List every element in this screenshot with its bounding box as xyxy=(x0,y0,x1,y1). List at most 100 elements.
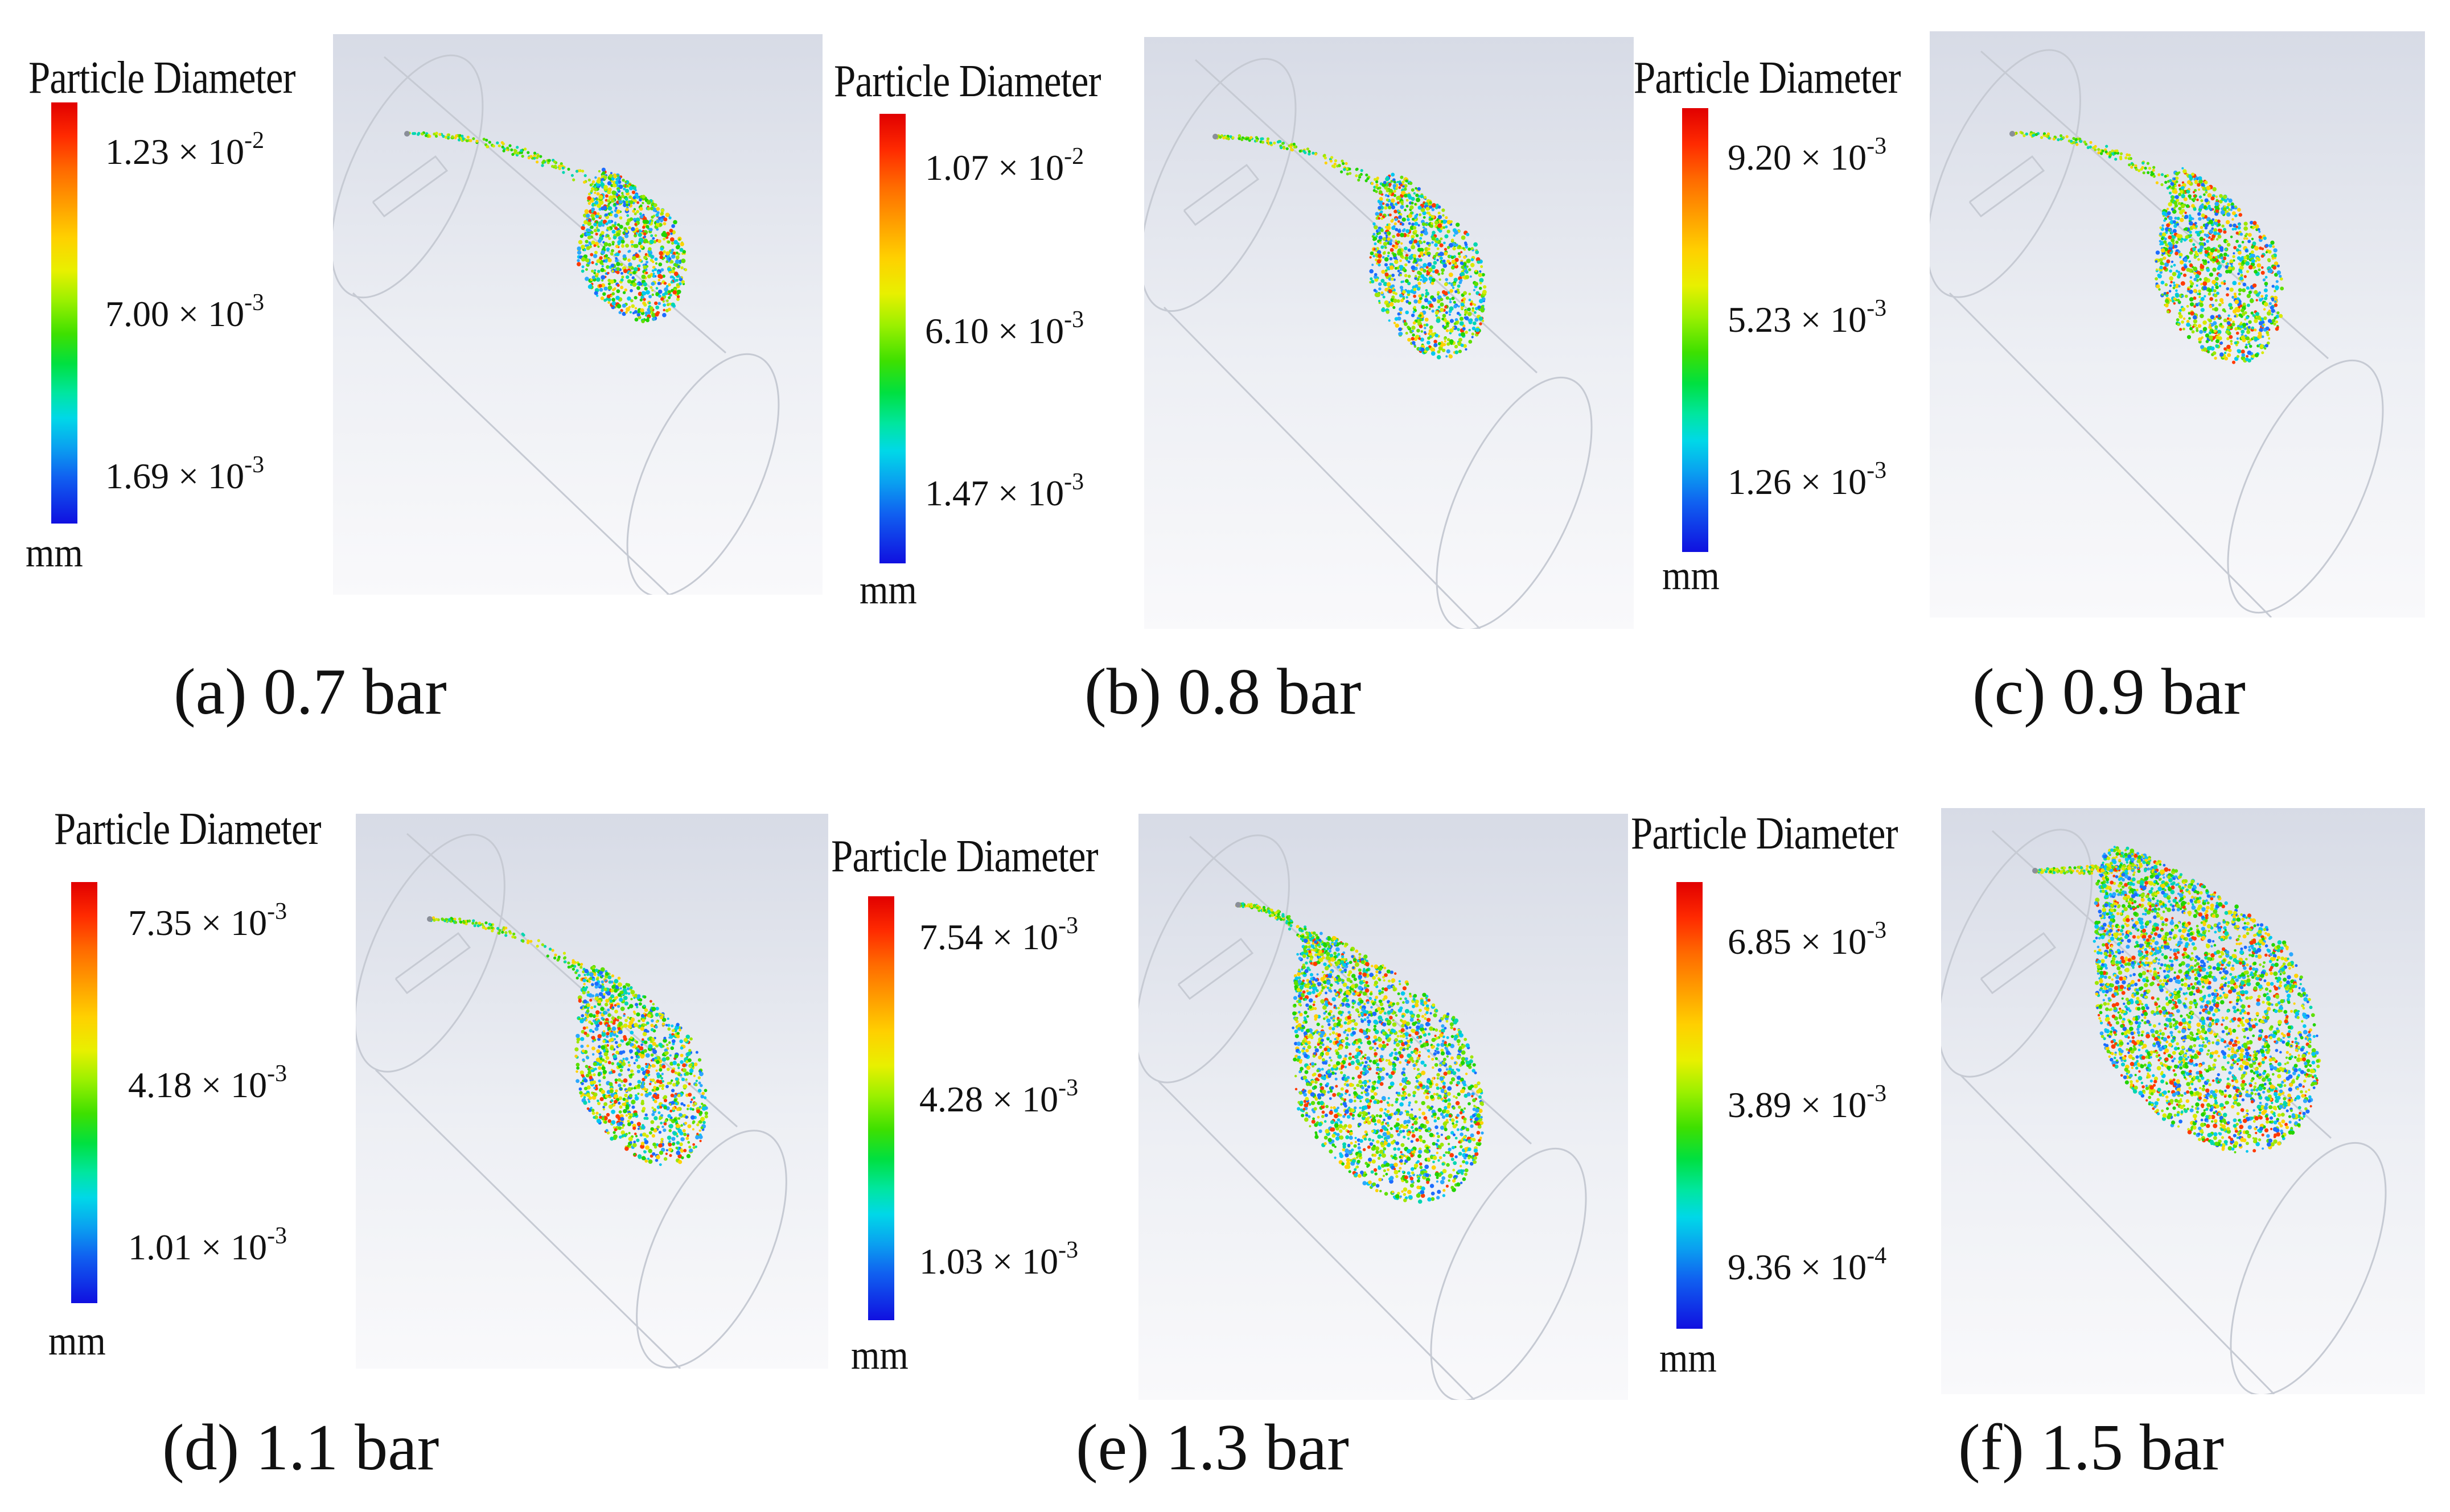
droplet-particle xyxy=(1415,319,1417,322)
droplet-particle xyxy=(658,294,661,298)
droplet-particle xyxy=(2227,266,2232,270)
droplet-particle xyxy=(595,1010,600,1015)
droplet-particle xyxy=(671,1024,674,1028)
droplet-particle xyxy=(634,234,638,238)
droplet-particle xyxy=(2243,256,2247,259)
jet-particle xyxy=(2134,164,2137,167)
jet-particle xyxy=(572,178,575,182)
droplet-particle xyxy=(2210,248,2215,253)
droplet-particle xyxy=(2223,195,2227,199)
droplet-particle xyxy=(2264,296,2268,300)
droplet-particle xyxy=(634,1023,638,1027)
nozzle xyxy=(2009,131,2015,137)
droplet-particle xyxy=(628,249,631,253)
droplet-particle xyxy=(1461,299,1464,302)
droplet-particle xyxy=(2193,197,2197,201)
jet-particle xyxy=(1293,145,1297,149)
droplet-particle xyxy=(2223,347,2227,351)
jet-particle xyxy=(1360,169,1363,172)
droplet-particle xyxy=(1442,219,1447,224)
droplet-particle xyxy=(677,1154,682,1159)
droplet-particle xyxy=(630,1120,634,1124)
droplet-particle xyxy=(2206,268,2210,273)
droplet-particle xyxy=(638,1002,642,1006)
droplet-particle xyxy=(2164,237,2167,241)
droplet-particle xyxy=(1427,262,1432,267)
droplet-particle xyxy=(665,1024,668,1027)
jet-particle xyxy=(438,133,442,136)
panel-caption: (b) 0.8 bar xyxy=(1084,656,1362,728)
droplet-particle xyxy=(1448,243,1453,248)
droplet-particle xyxy=(606,294,611,299)
droplet-particle xyxy=(2178,207,2182,211)
droplet-particle xyxy=(598,284,602,288)
droplet-particle xyxy=(2236,337,2239,340)
droplet-particle xyxy=(642,1124,644,1127)
droplet-particle xyxy=(636,210,639,213)
droplet-particle xyxy=(2206,186,2211,191)
droplet-particle xyxy=(2170,281,2173,284)
droplet-particle xyxy=(630,1031,634,1035)
droplet-particle xyxy=(2194,221,2197,225)
droplet-particle xyxy=(2254,290,2258,294)
droplet-particle xyxy=(585,1013,587,1016)
droplet-particle xyxy=(1468,268,1471,271)
droplet-particle xyxy=(639,198,642,202)
tick-min: 1.01 × 10-3 xyxy=(128,1223,287,1267)
droplet-particle xyxy=(2242,312,2246,316)
droplet-particle xyxy=(634,310,638,314)
droplet-particle xyxy=(2266,311,2271,316)
droplet-particle xyxy=(675,278,679,282)
droplet-particle xyxy=(1391,295,1395,299)
droplet-particle xyxy=(1464,243,1468,246)
droplet-particle xyxy=(2248,265,2253,270)
droplet-particle xyxy=(661,1065,666,1069)
droplet-particle xyxy=(588,241,591,245)
droplet-particle xyxy=(634,1051,639,1056)
chamber-outline xyxy=(333,54,780,595)
droplet-particle xyxy=(635,1135,638,1138)
droplet-particle xyxy=(589,972,594,977)
jet-particle xyxy=(2169,179,2172,183)
droplet-particle xyxy=(2226,206,2229,209)
droplet-particle xyxy=(682,1063,687,1068)
droplet-particle xyxy=(606,226,610,230)
droplet-particle xyxy=(647,1030,650,1033)
droplet-particle xyxy=(2230,326,2233,329)
droplet-particle xyxy=(1374,225,1378,230)
droplet-particle xyxy=(1446,322,1449,326)
droplet-particle xyxy=(1471,309,1475,312)
droplet-particle xyxy=(1380,210,1383,213)
droplet-particle xyxy=(642,1081,645,1084)
droplet-particle xyxy=(1449,306,1454,311)
droplet-particle xyxy=(1413,299,1418,304)
droplet-particle xyxy=(1445,311,1448,314)
droplet-particle xyxy=(2243,221,2248,226)
droplet-particle xyxy=(648,253,652,257)
droplet-particle xyxy=(689,1107,693,1111)
droplet-particle xyxy=(1445,216,1448,220)
droplet-particle xyxy=(2272,319,2276,323)
droplet-particle xyxy=(633,1140,636,1144)
droplet-particle xyxy=(2173,302,2176,305)
droplet-particle xyxy=(1437,342,1441,345)
droplet-particle xyxy=(593,1062,597,1066)
droplet-particle xyxy=(583,1031,587,1035)
droplet-particle xyxy=(601,230,605,235)
droplet-particle xyxy=(1407,193,1411,198)
droplet-particle xyxy=(2206,346,2211,351)
droplet-particle xyxy=(650,1120,655,1124)
droplet-particle xyxy=(1470,300,1473,303)
droplet-particle xyxy=(619,216,623,220)
droplet-particle xyxy=(579,1091,583,1095)
jet-particle xyxy=(488,922,491,926)
droplet-particle xyxy=(642,201,644,204)
droplet-particle xyxy=(2214,201,2219,207)
droplet-particle xyxy=(631,1087,634,1090)
jet-particle xyxy=(496,926,500,930)
jet-particle xyxy=(473,924,476,928)
droplet-particle xyxy=(1417,299,1422,304)
unit-label: mm xyxy=(48,1318,106,1363)
jet-particle xyxy=(501,930,504,934)
droplet-particle xyxy=(607,975,612,979)
